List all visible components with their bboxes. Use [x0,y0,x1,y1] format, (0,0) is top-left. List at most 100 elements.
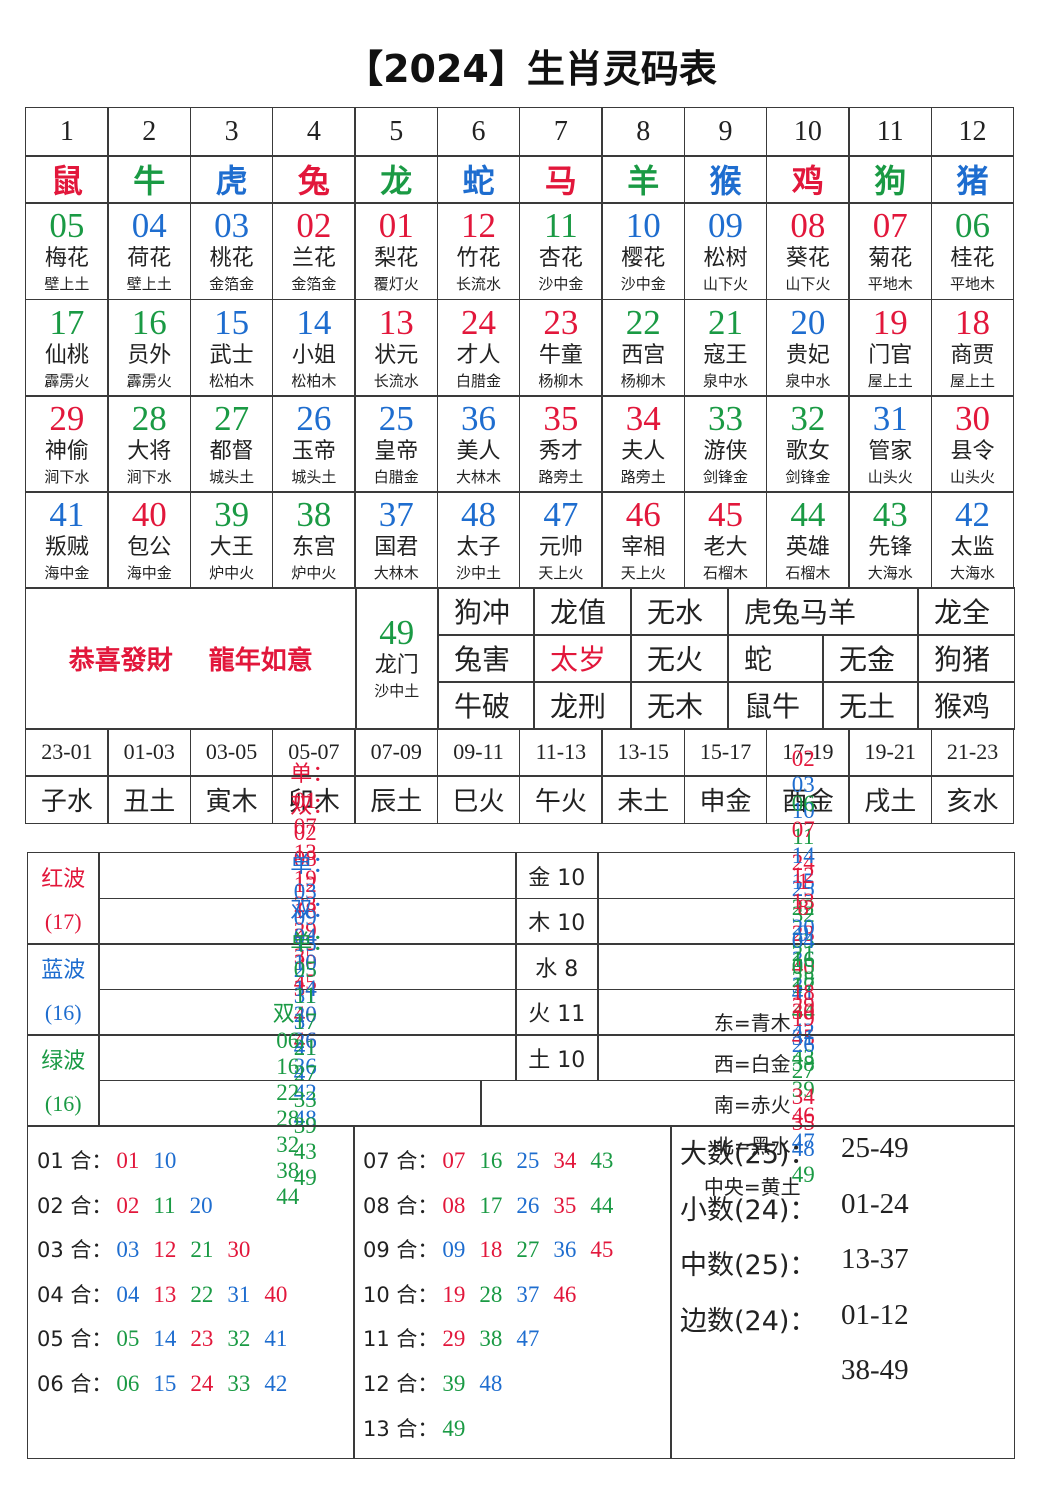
number: 45 [791,1025,815,1050]
element: 山下火 [703,275,749,293]
element-label: 土 10 [528,1047,586,1073]
zodiac-cell: 鸡 [765,155,850,204]
number: 09 [442,1237,466,1263]
range-value: 13-37 [841,1243,909,1275]
directions-cell: 东=青木 西=白金 南=赤火 北=黑水 中央=黄土 [480,1011,1015,1199]
number: 43 [872,495,908,534]
zodiac-cell: 牛 [107,155,192,204]
relation: 龙值 [550,596,607,630]
number: 14 [153,1326,177,1352]
name: 松树 [703,246,748,271]
number: 06 [955,206,991,245]
wave-row: 单： 03 09 15 25 31 37 41 47 [98,853,517,1086]
pair-label: 05 合： [37,1327,113,1352]
relation: 狗冲 [454,596,511,630]
hour-cell: 09-11 [436,728,521,777]
number: 32 [276,1132,300,1157]
number: 21 [293,1034,317,1060]
number: 23 [791,921,815,946]
number: 11 [294,982,317,1008]
zodiac-index: 7 [553,115,568,147]
number: 35 [293,943,317,969]
number: 25 [293,956,317,982]
element: 壁上土 [126,275,172,293]
number: 06 [116,1371,140,1396]
element: 海中金 [126,564,172,582]
range-value: 38-49 [841,1354,909,1386]
branch: 未土 [617,786,670,817]
zodiac-cell: 狗 [848,155,933,204]
zodiac-cell: 虎 [189,155,274,204]
number: 47 [293,1060,317,1086]
pair-row: 02 合： 02 11 20 [37,1190,227,1220]
number: 21 [791,940,815,966]
number: 31 [872,399,908,438]
element: 覆灯火 [373,275,419,293]
number-cell: 11 杏花 沙中金 [518,202,603,300]
number-cell: 42 太监 大海水 [930,491,1015,589]
zodiac-index: 6 [471,115,486,147]
title: 【2024】生肖灵码表 [345,47,717,91]
wave-kind: 单： [290,761,335,787]
name: 游侠 [703,439,748,464]
wave-label-cell: 红波 (17) [27,852,100,945]
number: 35 [553,1192,577,1218]
hour: 11-13 [535,739,587,765]
element: 霹雳火 [44,371,90,390]
relation-cell: 兔害 [437,634,535,683]
relation: 无金 [839,643,896,677]
name: 龙门 [374,653,419,679]
hour-cell: 07-09 [354,728,439,777]
zodiac-index: 12 [958,115,987,147]
number: 48 [479,1371,503,1396]
branch: 申金 [699,786,752,817]
number-cell: 28 大将 涧下水 [107,395,192,493]
zodiac-name: 马 [544,162,577,201]
wave-name: 蓝波 [41,958,86,984]
number: 28 [131,399,167,438]
number-cell: 30 县令 山头火 [930,395,1015,493]
element: 霹雳火 [126,371,172,390]
element-label-cell: 金 10 [515,852,599,899]
number-cell: 05 梅花 壁上土 [25,202,109,300]
number: 16 [131,302,167,342]
name: 太监 [950,535,995,560]
number-cell: 13 状元 长流水 [354,298,439,397]
index-cell: 7 [518,107,603,157]
number: 30 [955,399,991,438]
wave-count: (16) [44,1000,82,1026]
number: 26 [516,1192,540,1218]
direction: 南=赤火 [713,1092,791,1117]
branch-cell: 子水 [25,775,109,824]
number: 30 [293,950,317,975]
hour: 13-15 [617,739,669,765]
zodiac-cell: 鼠 [25,155,109,204]
index-cell: 1 [25,107,109,157]
zodiac-name: 蛇 [462,162,495,201]
name: 梅花 [44,246,89,271]
number-cell: 44 英雄 石榴木 [765,491,850,589]
relation-cell: 虎兔马羊 [727,587,919,636]
number: 27 [293,1060,317,1086]
name: 美人 [456,439,501,464]
number: 10 [791,797,815,823]
number: 12 [461,206,497,245]
element: 泉中水 [703,371,749,390]
number: 06 [276,1028,300,1053]
number: 38 [479,1326,503,1352]
number: 37 [516,1281,540,1307]
hour-cell: 11-13 [518,728,603,777]
number: 46 [553,1281,577,1307]
element-label-cell: 水 8 [515,943,599,990]
number: 32 [227,1326,251,1352]
number-cell: 48 太子 沙中土 [436,491,521,589]
name: 仙桃 [44,342,89,368]
wave-label-cell: 蓝波 (16) [27,943,100,1036]
number: 03 [214,206,250,245]
relation: 太岁 [550,643,607,677]
pair-row: 05 合： 05 14 23 32 41 [37,1323,301,1353]
number: 42 [955,495,991,534]
element: 城头土 [291,468,337,486]
pair-row: 03 合： 03 12 21 30 [37,1234,264,1264]
relation: 牛破 [454,690,511,724]
